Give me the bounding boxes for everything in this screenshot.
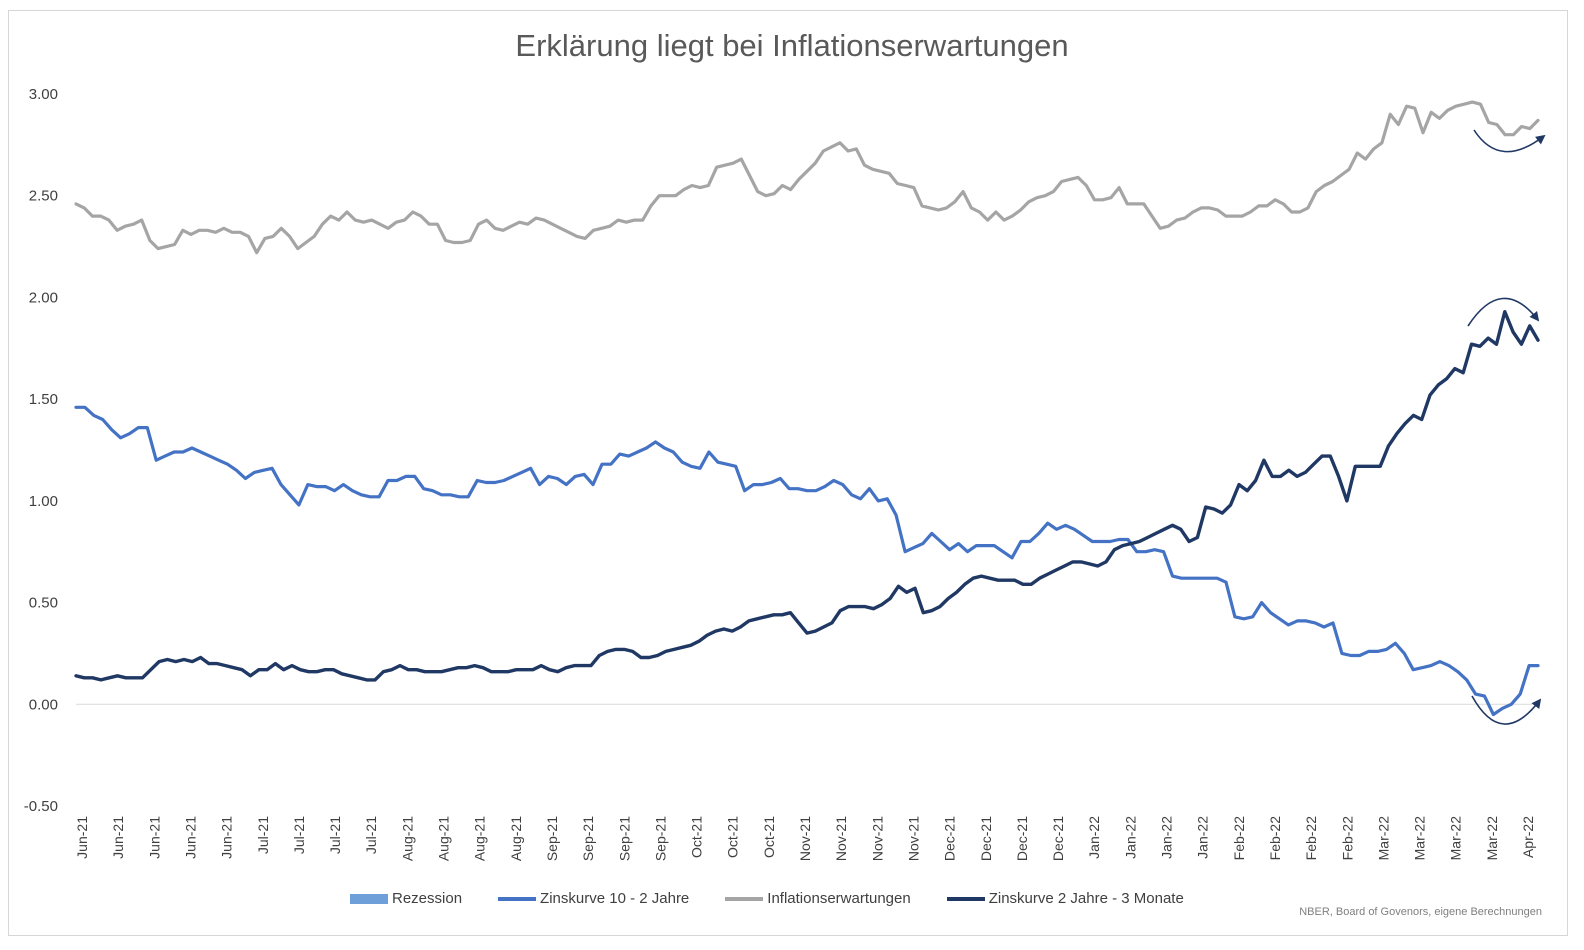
x-tick-label: Jun-21 — [110, 816, 126, 859]
legend-label-rezession: Rezession — [392, 890, 463, 907]
y-tick-label: 2.50 — [29, 188, 58, 205]
x-tick-label: Jun-21 — [146, 816, 162, 859]
x-tick-label: Feb-22 — [1303, 816, 1319, 861]
legend-swatch-zinskurve-2-3 — [946, 896, 985, 901]
x-tick-label: Jun-21 — [74, 816, 90, 859]
x-tick-label: Mar-22 — [1412, 816, 1428, 861]
y-tick-label: 1.00 — [29, 493, 58, 510]
series-group — [74, 100, 1540, 717]
x-tick-label: Sep-21 — [616, 816, 632, 861]
chart-title: Erklärung liegt bei Inflationserwartunge… — [515, 28, 1069, 63]
annotation-arrow-3 — [1471, 695, 1542, 725]
x-axis: Jun-21 Jun-21 Jun-21 Jun-21 Jun-21 Jul-21 Jul-… — [74, 703, 1538, 861]
legend-item-inflationserwartungen: Inflationserwartungen — [725, 890, 911, 907]
x-tick-label: Mar-22 — [1375, 816, 1391, 861]
x-tick-label: Jun-21 — [219, 816, 235, 859]
y-tick-label: 0.00 — [29, 696, 58, 713]
legend-item-zinskurve-10-2: Zinskurve 10 - 2 Jahre — [498, 890, 689, 907]
y-tick-label: 1.50 — [29, 391, 58, 408]
x-tick-label: Oct-21 — [761, 816, 777, 858]
y-tick-label: 3.00 — [29, 86, 58, 103]
x-tick-label: Oct-21 — [725, 816, 741, 858]
x-tick-label: Apr-22 — [1520, 816, 1536, 858]
x-tick-label: Nov-21 — [905, 816, 921, 861]
x-tick-label: Dec-21 — [978, 816, 994, 861]
x-tick-label: Jan-22 — [1086, 816, 1102, 859]
legend-swatch-zinskurve-10-2 — [498, 896, 537, 901]
legend-swatch-inflationserwartungen — [725, 896, 764, 901]
x-tick-label: Sep-21 — [652, 816, 668, 861]
x-tick-label: Jul-21 — [363, 816, 379, 854]
annotation-arrow-2 — [1467, 297, 1540, 327]
x-tick-label: Jan-22 — [1122, 816, 1138, 859]
x-tick-label: Jan-22 — [1159, 816, 1175, 859]
legend-label-inflationserwartungen: Inflationserwartungen — [767, 890, 911, 907]
x-tick-label: Sep-21 — [544, 816, 560, 861]
annotation-arrow-1 — [1473, 129, 1546, 153]
legend-item-rezession: Rezession — [350, 890, 462, 907]
legend-label-zinskurve-2-3: Zinskurve 2 Jahre - 3 Monate — [988, 890, 1184, 907]
x-tick-label: Jul-21 — [255, 816, 271, 854]
legend: Rezession Zinskurve 10 - 2 Jahre Inflati… — [350, 890, 1220, 907]
x-tick-label: Mar-22 — [1448, 816, 1464, 861]
chart-frame — [8, 10, 1568, 936]
legend-label-zinskurve-10-2: Zinskurve 10 - 2 Jahre — [540, 890, 690, 907]
x-tick-label: Aug-21 — [508, 816, 524, 861]
x-tick-label: Oct-21 — [689, 816, 705, 858]
series-line-inflationserwartungen — [74, 100, 1540, 255]
series-line-zinskurve-2-jahre-3-monate — [74, 310, 1540, 682]
x-tick-label: Nov-21 — [833, 816, 849, 861]
legend-swatch-rezession — [350, 893, 388, 904]
x-tick-label: Dec-21 — [942, 816, 958, 861]
x-tick-label: Dec-21 — [1014, 816, 1030, 861]
x-tick-label: Sep-21 — [580, 816, 596, 861]
x-tick-label: Mar-22 — [1484, 816, 1500, 861]
x-tick-label: Aug-21 — [472, 816, 488, 861]
y-tick-label: 2.00 — [29, 289, 58, 306]
legend-item-zinskurve-2-3: Zinskurve 2 Jahre - 3 Monate — [946, 890, 1184, 907]
y-axis: 3.00 2.50 2.00 1.50 1.00 0.50 0.00 -0.50 — [24, 86, 58, 815]
x-tick-label: Feb-22 — [1267, 816, 1283, 861]
x-tick-label: Jun-21 — [182, 816, 198, 859]
x-tick-label: Aug-21 — [399, 816, 415, 861]
x-tick-label: Jul-21 — [291, 816, 307, 854]
x-tick-label: Nov-21 — [869, 816, 885, 861]
x-tick-label: Nov-21 — [797, 816, 813, 861]
series-line-zinskurve-10-2-jahre — [74, 405, 1540, 717]
x-tick-label: Dec-21 — [1050, 816, 1066, 861]
annotations — [1467, 129, 1546, 725]
source-note: NBER, Board of Govenors, eigene Berechnu… — [1299, 906, 1542, 918]
x-tick-label: Jul-21 — [327, 816, 343, 854]
x-tick-label: Feb-22 — [1231, 816, 1247, 861]
x-tick-label: Feb-22 — [1339, 816, 1355, 861]
y-tick-label: 0.50 — [29, 595, 58, 612]
x-tick-label: Aug-21 — [436, 816, 452, 861]
y-tick-label: -0.50 — [24, 798, 58, 815]
x-tick-label: Jan-22 — [1195, 816, 1211, 859]
